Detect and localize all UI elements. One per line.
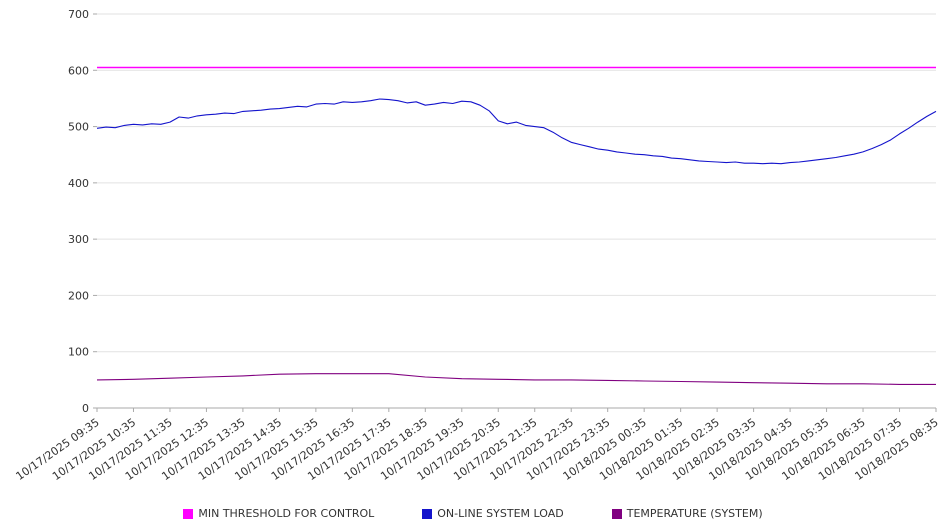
min-threshold-swatch-icon xyxy=(183,508,194,519)
y-axis-tick-labels: 0 100 200 300 400 500 600 700 xyxy=(68,8,89,415)
svg-text:700: 700 xyxy=(68,8,89,21)
legend-item-system-load: ON-LINE SYSTEM LOAD xyxy=(422,507,564,520)
svg-text:500: 500 xyxy=(68,121,89,134)
svg-text:300: 300 xyxy=(68,233,89,246)
threshold-line-series xyxy=(96,66,937,385)
legend: MIN THRESHOLD FOR CONTROL ON-LINE SYSTEM… xyxy=(0,507,946,520)
svg-text:200: 200 xyxy=(68,289,89,302)
svg-text:100: 100 xyxy=(68,346,89,359)
chart-svg: 0 100 200 300 400 500 600 700 10/17/2025 09:351… xyxy=(13,8,941,483)
svg-text:0: 0 xyxy=(82,402,89,415)
svg-text:600: 600 xyxy=(68,64,89,77)
legend-label-system-load: ON-LINE SYSTEM LOAD xyxy=(437,507,564,520)
gridlines xyxy=(93,13,936,409)
legend-label-min-threshold: MIN THRESHOLD FOR CONTROL xyxy=(198,507,375,520)
legend-item-temperature: TEMPERATURE (SYSTEM) xyxy=(611,507,763,520)
system-load-swatch-icon xyxy=(422,508,433,519)
temperature-swatch-icon xyxy=(611,508,622,519)
svg-text:400: 400 xyxy=(68,177,89,190)
legend-item-min-threshold: MIN THRESHOLD FOR CONTROL xyxy=(183,507,374,520)
legend-label-temperature: TEMPERATURE (SYSTEM) xyxy=(626,507,763,520)
